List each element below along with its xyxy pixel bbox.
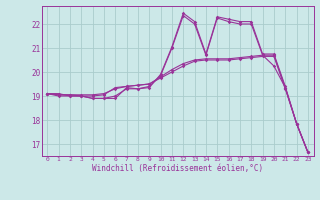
X-axis label: Windchill (Refroidissement éolien,°C): Windchill (Refroidissement éolien,°C) (92, 164, 263, 173)
